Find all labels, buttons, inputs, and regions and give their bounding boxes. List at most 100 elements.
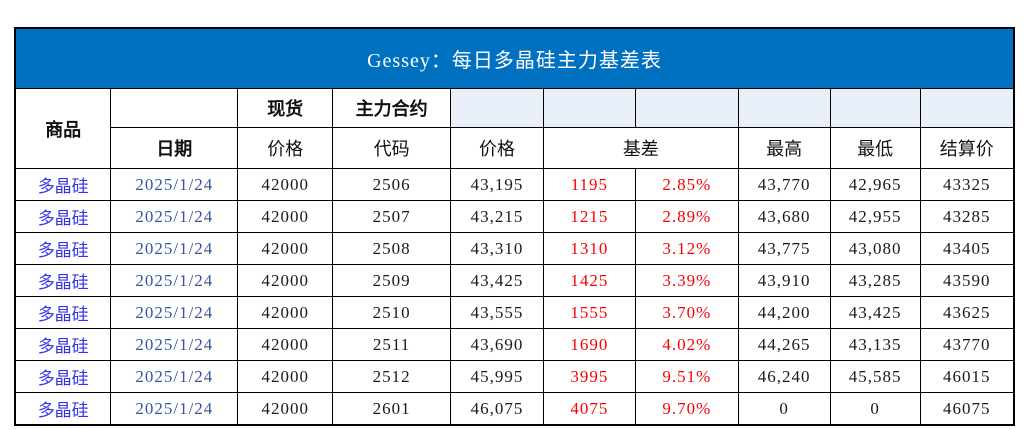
cell-date: 2025/1/24	[110, 264, 239, 297]
header-blank-cell	[110, 88, 239, 128]
title-row: Gessey：每日多晶硅主力基差表	[14, 27, 1015, 89]
cell-date: 2025/1/24	[110, 200, 239, 233]
cell-high: 44,200	[737, 296, 831, 329]
cell-basis: 1215	[542, 200, 636, 233]
cell-low: 42,965	[829, 168, 921, 201]
cell-settlement: 43590	[919, 264, 1015, 297]
cell-basis: 1310	[542, 232, 636, 265]
cell-spot-price: 42000	[237, 264, 334, 297]
cell-commodity: 多晶硅	[14, 392, 112, 426]
cell-price: 45,995	[450, 360, 544, 393]
cell-settlement: 43325	[919, 168, 1015, 201]
cell-basis: 1555	[542, 296, 636, 329]
table-row: 多晶硅 2025/1/24 42000 2510 43,555 1555 3.7…	[14, 296, 1015, 329]
cell-contract-code: 2509	[332, 264, 452, 297]
cell-low: 43,425	[829, 296, 921, 329]
cell-basis: 4075	[542, 392, 636, 426]
cell-spot-price: 42000	[237, 296, 334, 329]
header-row-fields: 日期 价格 代码 价格 基差 最高 最低 结算价	[15, 127, 1015, 169]
cell-high: 43,775	[737, 232, 831, 265]
cell-date: 2025/1/24	[110, 360, 239, 393]
cell-commodity: 多晶硅	[14, 168, 112, 201]
header-band-cell	[919, 88, 1015, 128]
basis-table-container: Gessey：每日多晶硅主力基差表 商品 现货 主力合约 日期 价格 代码 价格…	[14, 27, 1015, 426]
cell-basis: 1425	[542, 264, 636, 297]
cell-settlement: 43285	[919, 200, 1015, 233]
cell-settlement: 46075	[919, 392, 1015, 426]
cell-settlement: 43770	[919, 328, 1015, 361]
col-header-date: 日期	[110, 127, 239, 169]
col-header-settlement: 结算价	[919, 127, 1015, 169]
cell-commodity: 多晶硅	[14, 328, 112, 361]
cell-basis-percent: 4.02%	[634, 328, 739, 361]
table-row: 多晶硅 2025/1/24 42000 2506 43,195 1195 2.8…	[14, 168, 1015, 201]
cell-commodity: 多晶硅	[14, 360, 112, 393]
cell-settlement: 43405	[919, 232, 1015, 265]
cell-date: 2025/1/24	[110, 392, 239, 426]
col-header-code: 代码	[332, 127, 452, 169]
table-row: 多晶硅 2025/1/24 42000 2508 43,310 1310 3.1…	[14, 232, 1015, 265]
cell-price: 43,555	[450, 296, 544, 329]
cell-basis: 3995	[542, 360, 636, 393]
cell-contract-code: 2601	[332, 392, 452, 426]
cell-basis-percent: 3.12%	[634, 232, 739, 265]
cell-low: 43,080	[829, 232, 921, 265]
cell-price: 43,195	[450, 168, 544, 201]
cell-date: 2025/1/24	[110, 232, 239, 265]
cell-low: 43,135	[829, 328, 921, 361]
cell-contract-code: 2511	[332, 328, 452, 361]
cell-spot-price: 42000	[237, 328, 334, 361]
cell-high: 46,240	[737, 360, 831, 393]
cell-contract-code: 2507	[332, 200, 452, 233]
header-band-cell	[450, 88, 544, 128]
cell-spot-price: 42000	[237, 392, 334, 426]
table-row: 多晶硅 2025/1/24 42000 2512 45,995 3995 9.5…	[14, 360, 1015, 393]
cell-low: 43,285	[829, 264, 921, 297]
cell-basis-percent: 2.89%	[634, 200, 739, 233]
cell-high: 43,680	[737, 200, 831, 233]
table-row: 多晶硅 2025/1/24 42000 2511 43,690 1690 4.0…	[14, 328, 1015, 361]
table-body: 多晶硅 2025/1/24 42000 2506 43,195 1195 2.8…	[14, 168, 1015, 426]
cell-date: 2025/1/24	[110, 296, 239, 329]
cell-low: 0	[829, 392, 921, 426]
cell-date: 2025/1/24	[110, 328, 239, 361]
cell-settlement: 46015	[919, 360, 1015, 393]
cell-spot-price: 42000	[237, 200, 334, 233]
cell-basis-percent: 3.39%	[634, 264, 739, 297]
cell-basis-percent: 3.70%	[634, 296, 739, 329]
cell-price: 43,215	[450, 200, 544, 233]
table-row: 多晶硅 2025/1/24 42000 2507 43,215 1215 2.8…	[14, 200, 1015, 233]
cell-commodity: 多晶硅	[14, 296, 112, 329]
cell-commodity: 多晶硅	[14, 232, 112, 265]
cell-contract-code: 2506	[332, 168, 452, 201]
cell-settlement: 43625	[919, 296, 1015, 329]
cell-spot-price: 42000	[237, 360, 334, 393]
cell-contract-code: 2510	[332, 296, 452, 329]
cell-price: 43,310	[450, 232, 544, 265]
col-header-high: 最高	[737, 127, 831, 169]
cell-price: 43,690	[450, 328, 544, 361]
col-group-main-contract: 主力合约	[332, 88, 452, 128]
cell-contract-code: 2512	[332, 360, 452, 393]
col-header-low: 最低	[829, 127, 921, 169]
header-row-groups: 商品 现货 主力合约	[14, 88, 1015, 169]
cell-low: 42,955	[829, 200, 921, 233]
cell-basis-percent: 9.51%	[634, 360, 739, 393]
cell-high: 0	[737, 392, 831, 426]
cell-commodity: 多晶硅	[14, 264, 112, 297]
col-header-basis: 基差	[542, 127, 739, 169]
page-title: Gessey：每日多晶硅主力基差表	[14, 27, 1015, 89]
header-band-cell	[829, 88, 921, 128]
header-band-cell	[634, 88, 739, 128]
col-header-price: 价格	[450, 127, 544, 169]
cell-low: 45,585	[829, 360, 921, 393]
col-header-spot-price: 价格	[237, 127, 334, 169]
cell-basis: 1690	[542, 328, 636, 361]
cell-basis-percent: 9.70%	[634, 392, 739, 426]
header-band-cell	[737, 88, 831, 128]
cell-basis-percent: 2.85%	[634, 168, 739, 201]
cell-contract-code: 2508	[332, 232, 452, 265]
cell-basis: 1195	[542, 168, 636, 201]
cell-date: 2025/1/24	[110, 168, 239, 201]
table-row: 多晶硅 2025/1/24 42000 2601 46,075 4075 9.7…	[14, 392, 1015, 426]
